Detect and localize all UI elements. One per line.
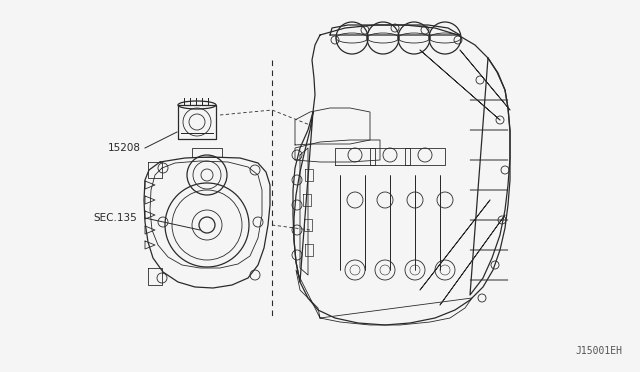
Text: SEC.135: SEC.135 [93, 213, 137, 223]
Text: 15208: 15208 [108, 143, 141, 153]
Text: J15001EH: J15001EH [575, 346, 622, 356]
